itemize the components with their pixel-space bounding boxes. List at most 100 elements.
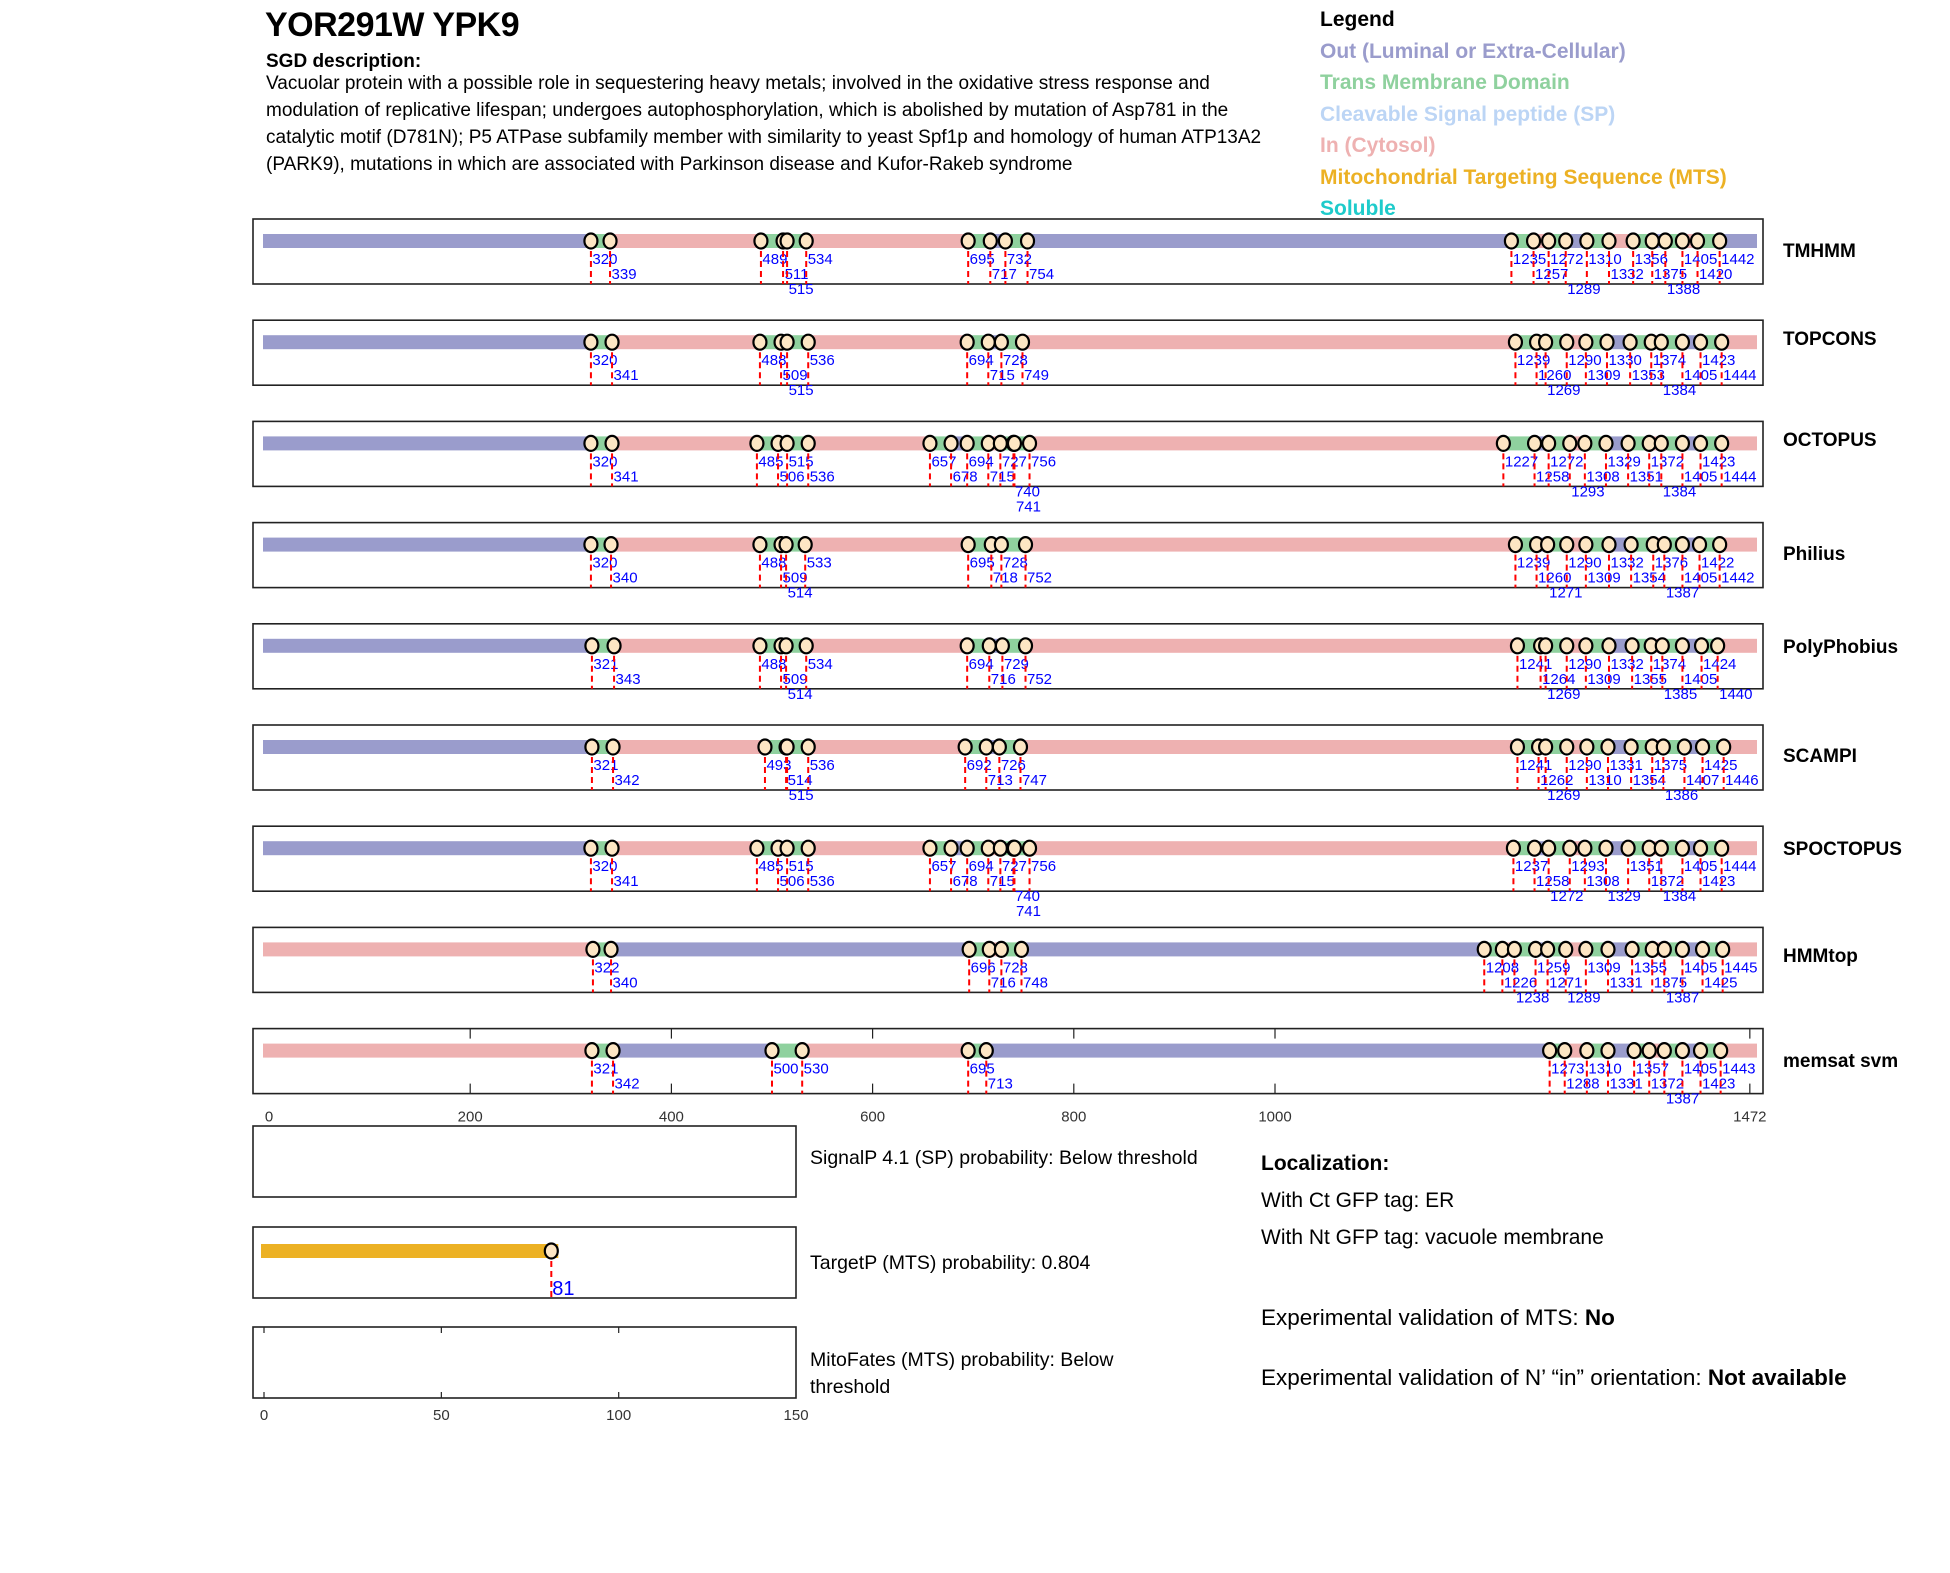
track-label: SPOCTOPUS [1783, 839, 1902, 861]
boundary-label: 741 [1016, 498, 1041, 515]
panel-box [252, 1125, 797, 1198]
boundary-label: 534 [808, 251, 833, 268]
boundary-marker [1578, 940, 1594, 959]
boundary-marker [1712, 232, 1728, 250]
boundary-label: 1258 [1536, 873, 1569, 890]
boundary-label: 1288 [1566, 1076, 1599, 1093]
axis-tick-label: 800 [1061, 1109, 1086, 1126]
in-segment [612, 335, 760, 350]
boundary-label: 1269 [1547, 686, 1580, 703]
boundary-marker [1577, 434, 1593, 452]
boundary-label: 1423 [1702, 453, 1735, 470]
boundary-marker [993, 535, 1009, 554]
boundary-label: 729 [1004, 656, 1029, 673]
boundary-label: 1405 [1684, 570, 1717, 587]
mts-bar [261, 1244, 559, 1258]
tm-segment [772, 1043, 803, 1058]
boundary-label: 715 [990, 468, 1015, 485]
boundary-marker [1541, 232, 1557, 250]
boundary-marker [1578, 637, 1594, 655]
boundary-label: 678 [953, 873, 978, 890]
boundary-marker [978, 1041, 994, 1060]
boundary-label: 752 [1027, 570, 1052, 587]
boundary-marker [1006, 839, 1023, 857]
boundary-marker [606, 637, 622, 655]
boundary-label: 1289 [1567, 281, 1600, 298]
boundary-marker [1655, 738, 1671, 756]
boundary-label: 341 [614, 468, 639, 485]
in-segment [1721, 335, 1757, 350]
in-segment [808, 335, 968, 350]
boundary-marker [1715, 940, 1731, 959]
boundary-label: 727 [1002, 858, 1027, 875]
boundary-marker [957, 738, 973, 756]
boundary-label: 1385 [1664, 686, 1697, 703]
boundary-marker [583, 535, 599, 554]
boundary-marker [604, 434, 620, 452]
boundary-label: 1387 [1666, 1091, 1699, 1108]
boundary-marker [1598, 839, 1614, 857]
track-box [252, 724, 1764, 791]
boundary-marker [1559, 535, 1575, 554]
boundary-marker [1503, 232, 1520, 250]
boundary-label: 1332 [1610, 656, 1643, 673]
boundary-label: 1258 [1536, 468, 1569, 485]
track-label: TMHMM [1783, 241, 1856, 262]
boundary-label: 1264 [1542, 671, 1575, 688]
boundary-label: 1440 [1719, 686, 1752, 703]
boundary-marker [1624, 637, 1640, 655]
boundary-marker [604, 839, 620, 857]
legend-item-mts: Mitochondrial Targeting Sequence (MTS) [1320, 165, 1727, 189]
boundary-marker [1654, 637, 1670, 655]
boundary-marker [922, 839, 938, 857]
boundary-label: 1357 [1636, 1061, 1669, 1078]
boundary-marker [961, 940, 977, 959]
in-segment [808, 740, 966, 754]
boundary-marker [1674, 637, 1691, 655]
in-segment [1719, 537, 1757, 552]
legend-item-tm: Trans Membrane Domain [1320, 71, 1570, 94]
boundary-marker [1714, 434, 1730, 452]
boundary-marker [779, 434, 795, 452]
boundary-marker [1509, 738, 1526, 756]
boundary-label: 1290 [1568, 656, 1601, 673]
boundary-marker [992, 839, 1008, 857]
boundary-label: 341 [614, 873, 639, 890]
in-segment [808, 436, 930, 451]
track-box [252, 319, 1764, 387]
boundary-label: 1443 [1722, 1061, 1755, 1078]
boundary-marker [959, 434, 975, 452]
boundary-label: 1331 [1609, 757, 1642, 774]
in-segment [808, 841, 930, 856]
track-box [252, 521, 1764, 589]
boundary-marker [798, 637, 814, 655]
boundary-marker [752, 535, 768, 554]
in-segment [1721, 436, 1757, 451]
boundary-label: 1289 [1567, 989, 1600, 1006]
boundary-label: 1425 [1704, 757, 1737, 774]
boundary-marker [1506, 940, 1523, 959]
axis-tick-label: 100 [606, 1407, 631, 1424]
boundary-marker [584, 1041, 600, 1060]
in-segment [614, 638, 760, 653]
boundary-label: 1422 [1701, 555, 1734, 572]
boundary-marker [922, 434, 938, 452]
boundary-marker [1641, 1041, 1657, 1060]
boundary-label: 1387 [1666, 585, 1699, 602]
boundary-label: 694 [969, 656, 994, 673]
boundary-label: 1372 [1651, 873, 1684, 890]
in-segment [1025, 537, 1516, 552]
boundary-marker [1674, 232, 1691, 250]
boundary-marker [1579, 1041, 1595, 1060]
in-segment [1723, 740, 1757, 754]
localization-ct: With Ct GFP tag: ER [1261, 1189, 1455, 1212]
axis-tick-label: 0 [260, 1407, 268, 1424]
axis-tick-label: 400 [659, 1109, 684, 1126]
out-segment [263, 537, 591, 552]
boundary-marker [978, 738, 994, 756]
boundary-label: 728 [1003, 555, 1028, 572]
boundary-marker [1625, 232, 1641, 250]
boundary-label: 1423 [1702, 1076, 1735, 1093]
